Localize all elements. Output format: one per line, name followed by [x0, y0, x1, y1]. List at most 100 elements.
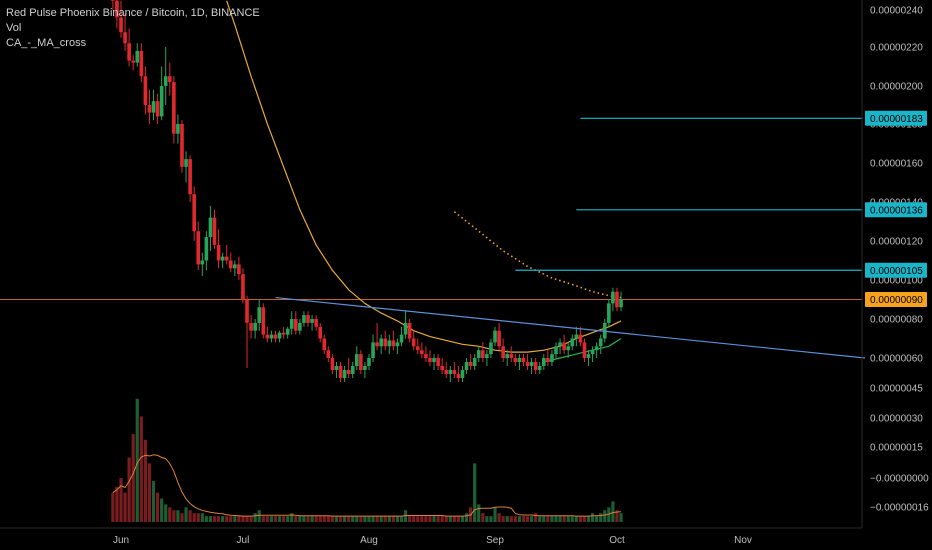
volume-bar: [485, 516, 489, 522]
candle: [562, 334, 566, 355]
volume-bar: [123, 492, 127, 522]
candle: [574, 326, 579, 347]
volume-bar: [525, 516, 530, 522]
price-level-tag: 0.00000136: [865, 202, 927, 218]
candle: [359, 350, 363, 374]
candle: [167, 62, 172, 96]
legend-volume[interactable]: Vol: [6, 22, 22, 34]
volume-bar: [257, 510, 261, 522]
price-tags: 0.00000183 0.00000136 0.00000105 0.00000090: [865, 110, 927, 307]
volume-bar: [505, 516, 509, 522]
volume-bar: [408, 516, 412, 522]
candle: [269, 330, 274, 343]
volume-bar: [615, 510, 619, 522]
svg-text:0.00000183: 0.00000183: [870, 114, 923, 125]
dotted-ma-line: [453, 211, 622, 299]
volume-bar: [586, 516, 591, 522]
volume-bar: [460, 516, 465, 522]
volume-layer: [111, 398, 623, 522]
volume-bar: [456, 516, 461, 522]
price-axis-label: 0.00000160: [870, 159, 923, 170]
volume-bar: [277, 516, 282, 522]
volume-bar: [590, 513, 595, 522]
trendline[interactable]: [275, 296, 866, 359]
volume-bar: [420, 516, 424, 522]
candle: [127, 28, 131, 67]
candle: [399, 326, 404, 347]
volume-bar: [570, 516, 574, 522]
volume-bar: [160, 498, 164, 522]
candle: [111, 0, 115, 10]
volume-bar: [428, 516, 432, 522]
candle: [184, 151, 188, 183]
time-axis-label: Jun: [113, 535, 129, 546]
candle: [476, 346, 481, 362]
volume-bar: [607, 507, 611, 522]
price-axis-label: 0.00000200: [870, 82, 923, 93]
candle: [415, 338, 420, 355]
candle: [306, 311, 310, 327]
volume-bar: [554, 516, 558, 522]
candle: [619, 291, 623, 312]
candle: [582, 338, 587, 362]
volume-bar: [302, 516, 306, 522]
candle: [298, 319, 302, 335]
time-axis-label: Aug: [360, 535, 378, 546]
candle: [220, 252, 225, 269]
volume-bar: [513, 516, 517, 522]
candle: [208, 205, 213, 251]
volume-bar: [542, 516, 546, 522]
candle: [387, 334, 392, 355]
volume-bar: [322, 516, 326, 522]
volume-bar: [477, 504, 481, 522]
volume-bar: [330, 516, 334, 522]
volume-bar: [269, 516, 274, 522]
volume-bar: [310, 516, 314, 522]
volume-bar: [391, 516, 395, 522]
candle: [261, 303, 266, 339]
candle: [265, 326, 270, 343]
volume-bar: [282, 516, 286, 522]
volume-bar: [338, 516, 343, 522]
candle: [586, 350, 591, 366]
legend-indicator[interactable]: CA_-_MA_cross: [6, 37, 87, 49]
volume-bar: [603, 510, 607, 522]
candle: [277, 330, 282, 343]
volume-bar: [204, 516, 208, 522]
volume-bar: [115, 486, 119, 522]
volume-bar: [306, 516, 310, 522]
volume-bar: [481, 513, 485, 522]
volume-bar: [290, 513, 294, 522]
candle: [407, 319, 412, 343]
price-axis-label: 0.00000100: [870, 276, 923, 287]
time-axis[interactable]: Jun Jul Aug Sep Oct Nov: [113, 535, 752, 546]
price-axis[interactable]: 0.000002400.000002200.000002000.00000180…: [870, 6, 929, 514]
volume-bar: [444, 516, 448, 522]
candle: [420, 342, 424, 358]
candle: [163, 47, 168, 105]
time-axis-label: Sep: [486, 535, 504, 546]
candle: [143, 66, 148, 115]
candle: [188, 155, 192, 202]
candle: [363, 362, 367, 378]
volume-bar: [611, 501, 615, 522]
candle: [224, 244, 229, 265]
candle: [468, 354, 473, 370]
volume-bar: [180, 513, 184, 522]
candle: [350, 362, 355, 378]
candle: [546, 350, 550, 366]
candle: [123, 13, 127, 51]
volume-bar: [164, 504, 168, 522]
candle: [529, 358, 534, 374]
volume-bar: [221, 516, 225, 522]
volume-bar: [208, 516, 213, 522]
volume-bar: [347, 516, 351, 522]
candle: [115, 0, 119, 29]
volume-bar: [416, 516, 420, 522]
candle: [436, 354, 440, 370]
candle: [525, 354, 530, 370]
legend-title[interactable]: Red Pulse Phoenix Binance / Bitcoin, 1D,…: [6, 7, 260, 19]
volume-bar: [318, 516, 322, 522]
